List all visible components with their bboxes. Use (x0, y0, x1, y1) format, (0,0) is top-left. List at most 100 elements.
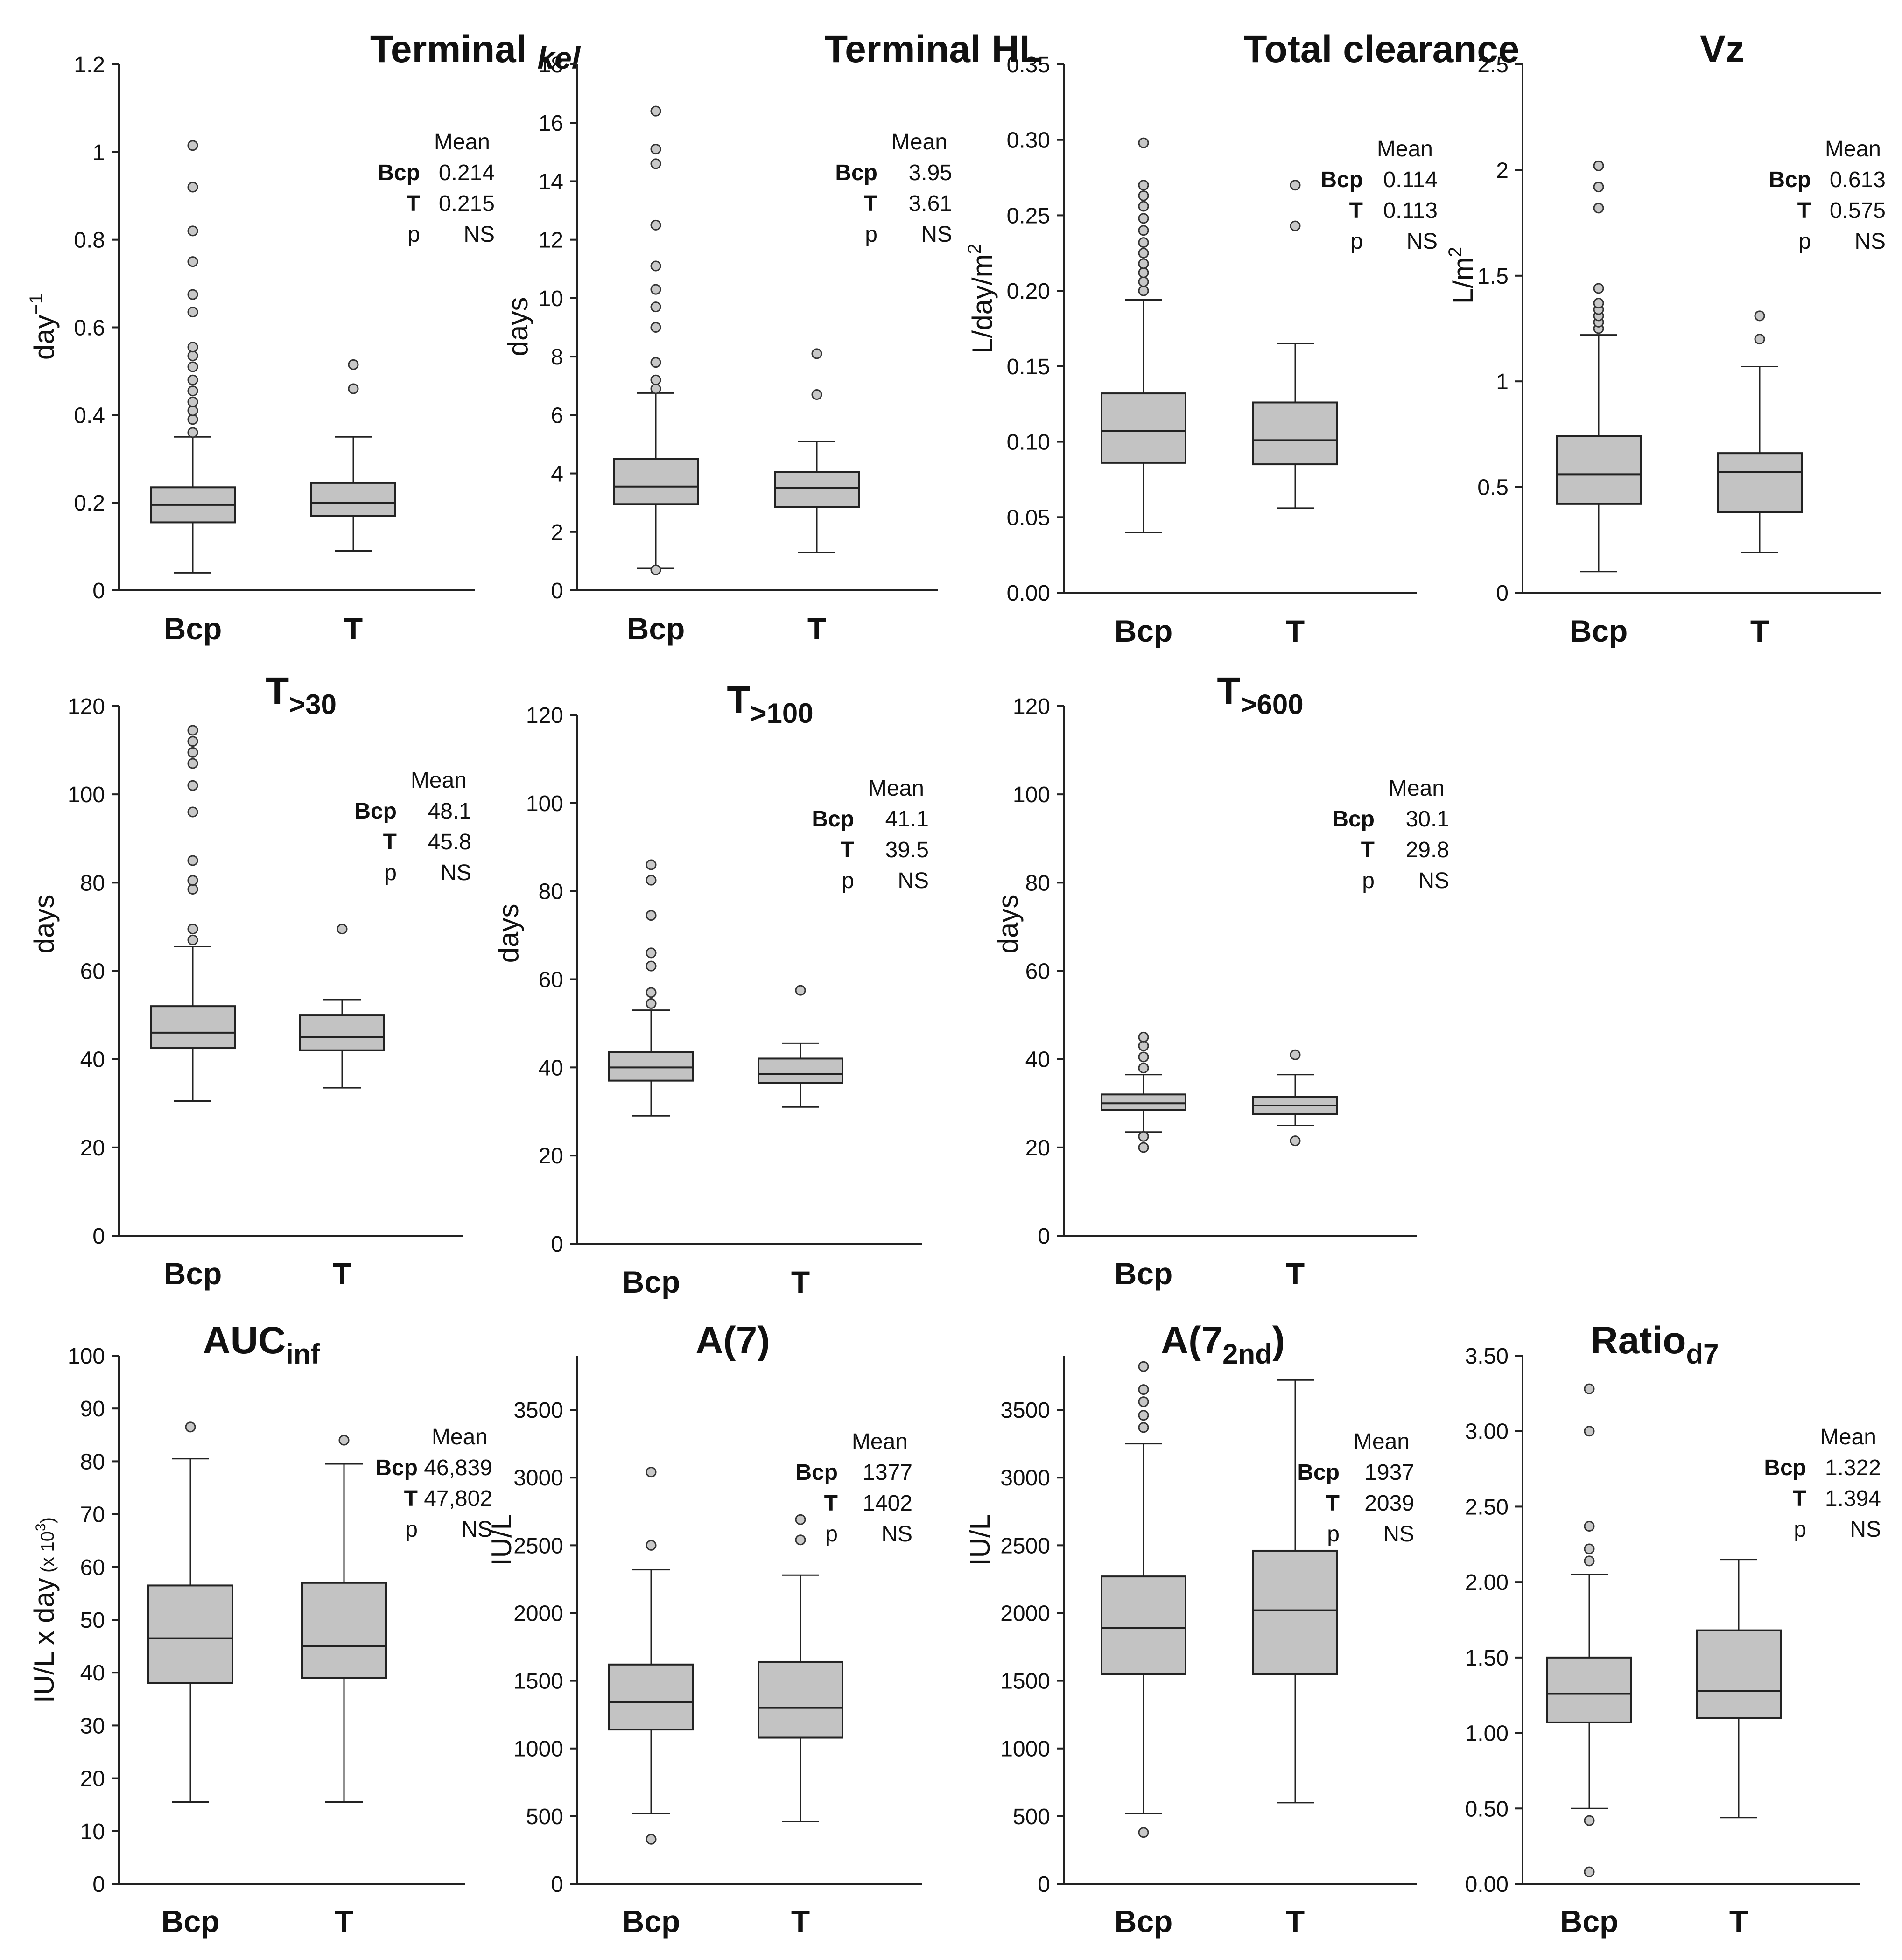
outlier-point (1138, 267, 1149, 278)
outlier-point (1584, 1866, 1595, 1877)
y-axis-label-text: days (992, 895, 1024, 954)
box-t (758, 985, 843, 1108)
iqr-box (1546, 1656, 1632, 1723)
outlier-point (1584, 1543, 1595, 1554)
box-bcp (1546, 1383, 1632, 1877)
stats-row-value: NS (1406, 229, 1438, 254)
stats-row-label: Bcp (1332, 807, 1375, 832)
stats-block: Mean Bcp 41.1 T 39.5 p NS (812, 776, 929, 893)
outlier-point (1138, 1142, 1149, 1153)
y-tick-label: 0.6 (74, 316, 105, 341)
outlier-point (187, 427, 198, 438)
y-tick-label: 2500 (513, 1533, 563, 1558)
stats-row-label: Bcp (812, 807, 854, 832)
outlier-point (1593, 298, 1604, 309)
stats-row-label: p (1350, 229, 1363, 254)
outlier-point (1138, 1040, 1149, 1051)
outlier-point (646, 1540, 657, 1551)
outlier-point (1138, 1031, 1149, 1043)
category-label: Bcp (1570, 614, 1628, 648)
panel-title-main: Ratio (1590, 1319, 1686, 1362)
outlier-point (1138, 1827, 1149, 1838)
panel-title-subscript: >100 (750, 698, 813, 729)
outlier-point (646, 947, 657, 959)
box-t (1696, 1559, 1782, 1819)
y-tick-label: 60 (80, 1555, 105, 1580)
y-tick-label: 3000 (1000, 1466, 1050, 1491)
stats-row-value: NS (1418, 868, 1449, 893)
box-bcp (613, 105, 699, 575)
y-axis-label-superscript: 2 (1445, 247, 1466, 257)
category-label: T (344, 611, 363, 646)
outlier-point (1584, 1555, 1595, 1567)
stats-row-value: 3.61 (909, 191, 952, 216)
stats-row-value: 41.1 (885, 807, 929, 832)
y-tick-label: 2.5 (1477, 53, 1509, 77)
stats-row-label: T (404, 1486, 418, 1511)
stats-row-label: T (383, 830, 397, 854)
outlier-point (187, 875, 198, 886)
stats-row-value: 45.8 (428, 830, 471, 854)
outlier-point (1290, 1135, 1301, 1147)
y-tick-label: 0 (551, 579, 563, 603)
y-tick-label: 3.50 (1465, 1344, 1509, 1369)
stats-row-value: 30.1 (1406, 807, 1449, 832)
outlier-point (338, 1435, 350, 1446)
chart-panel: Total clearance 0.00 0.05 0.10 0.15 0.20 0.25 0… (964, 28, 1519, 648)
category-label: T (1286, 614, 1305, 648)
outlier-point (795, 985, 806, 996)
category-label: T (333, 1256, 351, 1291)
iqr-box (310, 482, 396, 517)
outlier-point (1138, 1410, 1149, 1421)
y-axis-label: L/day/m2 (964, 244, 998, 354)
outlier-point (187, 855, 198, 866)
category-label: Bcp (1560, 1904, 1619, 1939)
y-tick-label: 60 (80, 959, 105, 984)
y-tick-label: 60 (1025, 959, 1050, 984)
panel-title-subscript: >30 (289, 689, 337, 720)
y-axis-label-text: IU/L x day (28, 1578, 60, 1703)
stats-row-value: 47,802 (424, 1486, 492, 1511)
stats-block: Mean Bcp 1.322 T 1.394 p NS (1764, 1425, 1881, 1542)
outlier-point (1138, 1422, 1149, 1433)
y-tick-label: 60 (539, 968, 563, 993)
stats-row-value: 39.5 (885, 838, 929, 862)
y-tick-label: 0.15 (1007, 355, 1050, 379)
outlier-point (187, 256, 198, 267)
category-label: T (791, 1904, 810, 1939)
outlier-point (1138, 1361, 1149, 1372)
outlier-point (650, 284, 661, 295)
panel-title-main: T (266, 670, 289, 712)
stats-row-label: p (384, 861, 397, 885)
stats-row-value: NS (921, 222, 952, 247)
outlier-point (187, 350, 198, 362)
y-axis-label: IU/L (964, 1514, 996, 1566)
outlier-point (795, 1534, 806, 1546)
outlier-point (187, 182, 198, 193)
y-tick-label: 2.00 (1465, 1570, 1509, 1595)
stats-block: Mean Bcp 48.1 T 45.8 p NS (354, 768, 471, 885)
stats-block: Mean Bcp 0.214 T 0.215 p NS (378, 130, 495, 247)
outlier-point (1138, 1131, 1149, 1142)
panel-title: Ratiod7 (1590, 1319, 1719, 1370)
outlier-point (1138, 1396, 1149, 1407)
y-tick-label: 80 (1025, 871, 1050, 896)
outlier-point (187, 924, 198, 935)
chart-panel: AUCinf 0 10 20 30 40 50 60 70 80 90 100 IU/L x day (… (28, 1319, 492, 1939)
stats-row-label: T (407, 191, 420, 216)
stats-row-value: 0.575 (1830, 198, 1886, 223)
y-tick-label: 2.50 (1465, 1495, 1509, 1519)
y-tick-label: 1 (92, 140, 105, 165)
stats-row-value: NS (881, 1522, 912, 1547)
box-t (301, 1435, 387, 1803)
y-tick-label: 3000 (513, 1466, 563, 1491)
y-tick-label: 4 (551, 462, 563, 487)
y-tick-label: 2000 (513, 1601, 563, 1626)
outlier-point (187, 405, 198, 416)
outlier-point (185, 1421, 196, 1433)
y-axis-label: days (992, 895, 1024, 954)
outlier-point (187, 736, 198, 747)
